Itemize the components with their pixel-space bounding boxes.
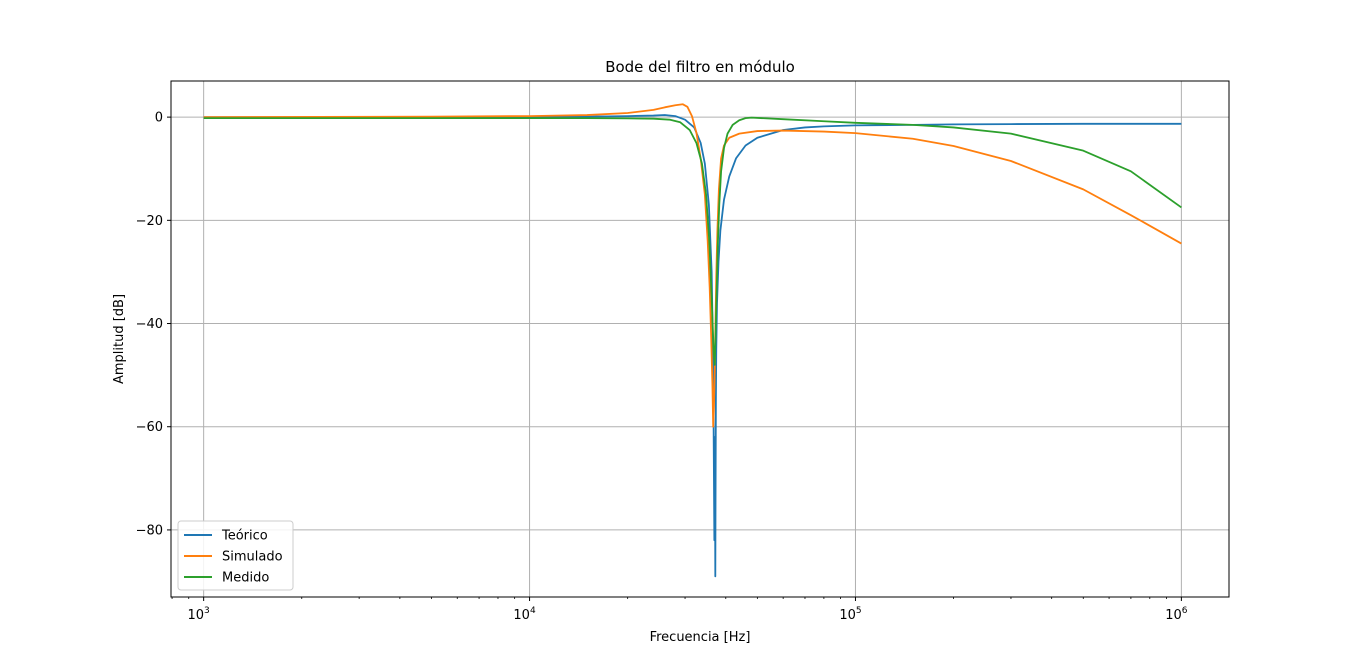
x-tick-label: 106 <box>1165 606 1188 623</box>
y-axis-label: Amplitud [dB] <box>112 294 127 384</box>
legend-label: Teórico <box>221 529 268 544</box>
y-tick-label: −60 <box>136 420 163 435</box>
axis-ticks: 103 104 105 106 0 −20 −40 −60 −80 <box>136 111 1188 623</box>
plot-area-frame <box>170 80 1230 598</box>
chart-title: Bode del filtro en módulo <box>605 58 795 76</box>
series-lines <box>203 103 1182 578</box>
legend-label: Medido <box>222 571 269 586</box>
x-axis-label: Frecuencia [Hz] <box>650 630 751 645</box>
series-line-1 <box>203 114 1182 578</box>
legend-box <box>177 520 294 591</box>
y-tick-label: −80 <box>136 523 163 538</box>
x-tick-label: 105 <box>839 606 861 623</box>
series-line-3 <box>203 116 1182 366</box>
y-tick-label: 0 <box>155 111 163 126</box>
grid-lines <box>171 81 1229 597</box>
legend-label: Simulado <box>222 550 283 565</box>
y-tick-label: −20 <box>136 214 163 229</box>
legend: Teórico Simulado Medido <box>177 520 294 591</box>
x-tick-label: 103 <box>188 606 210 623</box>
series-line-2 <box>203 103 1182 428</box>
legend-items: Teórico Simulado Medido <box>184 529 283 586</box>
y-tick-label: −40 <box>136 317 163 332</box>
x-tick-label: 104 <box>513 606 536 623</box>
